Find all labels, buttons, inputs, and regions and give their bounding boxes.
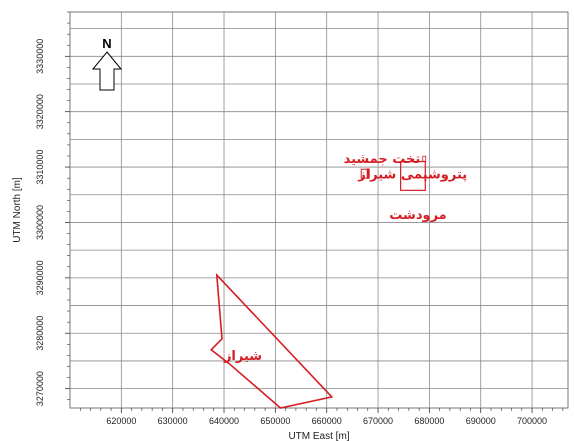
grid: [70, 12, 568, 408]
marvdasht-boundary: [400, 160, 426, 191]
x-tick-label: 700000: [517, 416, 547, 426]
x-tick-label: 680000: [414, 416, 444, 426]
x-tick-label: 670000: [363, 416, 393, 426]
takht-jamshid-marker: [422, 155, 427, 162]
y-tick-label: 3280000: [35, 316, 45, 351]
takht-jamshid-label: تخت جمشید: [344, 152, 421, 167]
plot-area: [69, 11, 569, 409]
shiraz-label: شیراز: [223, 349, 262, 364]
north-letter: N: [102, 36, 111, 51]
y-tick-label: 3290000: [35, 260, 45, 295]
y-axis-title: UTM North [m]: [12, 177, 23, 243]
x-tick-label: 660000: [312, 416, 342, 426]
x-tick-label: 640000: [209, 416, 239, 426]
x-tick-label: 620000: [106, 416, 136, 426]
x-tick-label: 630000: [158, 416, 188, 426]
x-axis: 620000 630000 640000 650000 660000 670000 6800…: [79, 408, 564, 426]
y-tick-label: 3310000: [35, 150, 45, 185]
y-tick-label: 3330000: [35, 39, 45, 74]
x-tick-label: 690000: [466, 416, 496, 426]
x-axis-title: UTM East [m]: [288, 431, 349, 441]
y-tick-label: 3270000: [35, 371, 45, 406]
x-tick-label: 650000: [260, 416, 290, 426]
y-axis: 3270000 3280000 3290000 3300000 3310000 33200…: [35, 11, 70, 406]
y-tick-label: 3300000: [35, 205, 45, 240]
shiraz-boundary: [209, 272, 334, 409]
petrochemical-label: پتروشیمی شیراز: [357, 168, 467, 183]
north-arrow-icon: [91, 51, 123, 91]
marvdasht-label: مرودشت: [389, 208, 446, 223]
north-arrow: N: [91, 36, 123, 91]
petrochemical-marker: [360, 168, 370, 179]
y-tick-label: 3320000: [35, 94, 45, 129]
map-features: شیراز مرودشت پتروشیمی شیراز تخت جمشید: [209, 152, 467, 409]
